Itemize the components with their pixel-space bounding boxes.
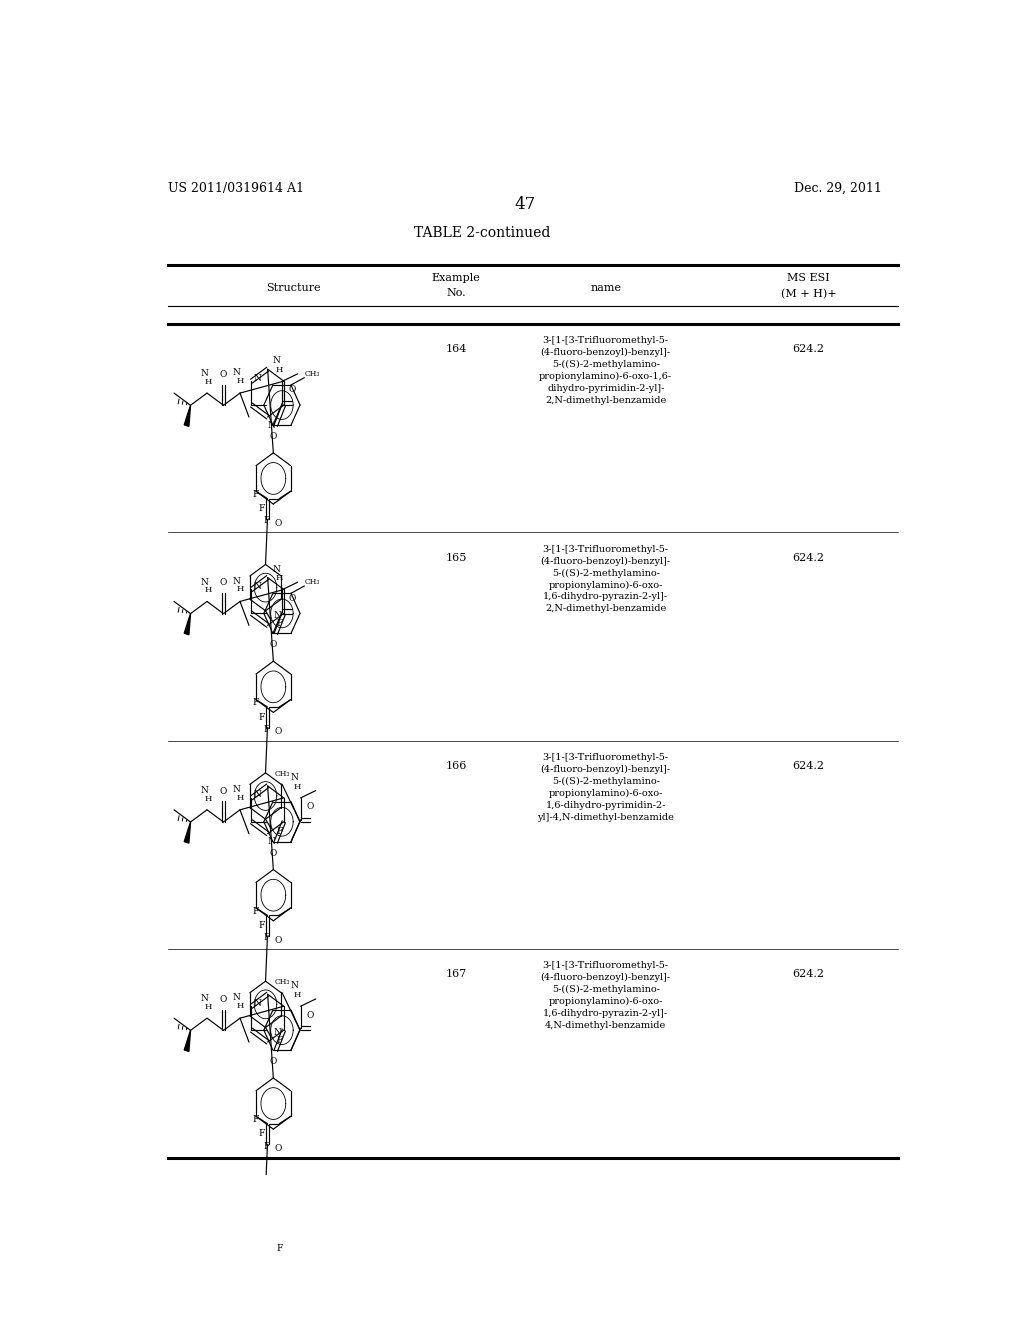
Text: O: O: [288, 385, 296, 395]
Text: 167: 167: [445, 969, 467, 979]
Text: O: O: [269, 1057, 278, 1067]
Text: H: H: [204, 1003, 212, 1011]
Text: N: N: [290, 982, 298, 990]
Text: F: F: [276, 1245, 283, 1253]
Text: 3-[1-[3-Trifluoromethyl-5-
(4-fluoro-benzoyl)-benzyl]-
5-((S)-2-methylamino-
pro: 3-[1-[3-Trifluoromethyl-5- (4-fluoro-ben…: [541, 545, 671, 614]
Text: O: O: [220, 578, 227, 587]
Text: N: N: [272, 565, 280, 574]
Text: CH₃: CH₃: [274, 978, 290, 986]
Text: F: F: [259, 1130, 265, 1138]
Text: 165: 165: [445, 553, 467, 562]
Text: F: F: [252, 698, 259, 708]
Text: F: F: [276, 828, 283, 837]
Text: F: F: [252, 490, 259, 499]
Text: N: N: [253, 374, 261, 383]
Polygon shape: [184, 405, 190, 426]
Text: 166: 166: [445, 762, 467, 771]
Text: N: N: [267, 421, 275, 429]
Text: N: N: [232, 577, 241, 586]
Text: 3-[1-[3-Trifluoromethyl-5-
(4-fluoro-benzoyl)-benzyl]-
5-((S)-2-methylamino-
pro: 3-[1-[3-Trifluoromethyl-5- (4-fluoro-ben…: [538, 752, 674, 821]
Text: O: O: [220, 370, 227, 379]
Text: H: H: [204, 795, 212, 803]
Text: Dec. 29, 2011: Dec. 29, 2011: [794, 182, 882, 195]
Text: H: H: [237, 1002, 244, 1010]
Text: H: H: [237, 378, 244, 385]
Text: 47: 47: [514, 195, 536, 213]
Text: name: name: [590, 284, 622, 293]
Text: O: O: [274, 727, 282, 737]
Text: O: O: [220, 995, 227, 1005]
Text: N: N: [253, 999, 261, 1007]
Text: 3-[1-[3-Trifluoromethyl-5-
(4-fluoro-benzoyl)-benzyl]-
5-((S)-2-methylamino-
pro: 3-[1-[3-Trifluoromethyl-5- (4-fluoro-ben…: [541, 961, 671, 1030]
Polygon shape: [184, 1031, 190, 1052]
Text: F: F: [276, 1036, 283, 1045]
Text: F: F: [259, 713, 265, 722]
Text: 624.2: 624.2: [793, 762, 824, 771]
Text: F: F: [259, 504, 265, 513]
Text: N: N: [201, 578, 209, 586]
Text: F: F: [276, 619, 283, 628]
Text: N: N: [232, 368, 241, 378]
Text: N: N: [201, 370, 209, 379]
Text: TABLE 2-continued: TABLE 2-continued: [414, 227, 550, 240]
Text: N: N: [272, 356, 280, 366]
Polygon shape: [184, 614, 190, 635]
Text: CH₃: CH₃: [304, 370, 319, 378]
Polygon shape: [184, 822, 190, 843]
Text: H: H: [294, 991, 301, 999]
Text: O: O: [274, 1144, 282, 1152]
Text: H: H: [294, 783, 301, 791]
Text: 164: 164: [445, 345, 467, 354]
Text: N: N: [267, 837, 275, 846]
Text: N: N: [201, 785, 209, 795]
Text: N: N: [232, 785, 241, 795]
Text: 624.2: 624.2: [793, 553, 824, 562]
Text: O: O: [269, 432, 278, 441]
Text: H: H: [204, 586, 212, 594]
Text: 624.2: 624.2: [793, 345, 824, 354]
Text: O: O: [269, 849, 278, 858]
Text: F: F: [263, 725, 269, 734]
Text: Example: Example: [432, 273, 480, 284]
Text: US 2011/0319614 A1: US 2011/0319614 A1: [168, 182, 304, 195]
Text: F: F: [263, 933, 269, 942]
Text: N: N: [273, 1028, 282, 1036]
Text: N: N: [253, 582, 261, 591]
Text: O: O: [220, 787, 227, 796]
Text: H: H: [275, 366, 283, 374]
Text: O: O: [306, 803, 313, 812]
Text: CH₃: CH₃: [304, 578, 319, 586]
Text: N: N: [290, 774, 298, 781]
Text: 624.2: 624.2: [793, 969, 824, 979]
Text: F: F: [252, 907, 259, 916]
Text: Structure: Structure: [266, 284, 321, 293]
Text: F: F: [252, 1115, 259, 1125]
Text: H: H: [204, 378, 212, 385]
Text: F: F: [263, 1142, 269, 1151]
Text: H: H: [275, 574, 283, 582]
Text: CH₃: CH₃: [274, 770, 290, 777]
Text: No.: No.: [446, 289, 466, 298]
Text: O: O: [306, 1011, 313, 1019]
Text: O: O: [288, 594, 296, 603]
Text: H: H: [237, 793, 244, 801]
Text: O: O: [269, 640, 278, 649]
Text: N: N: [253, 791, 261, 800]
Text: O: O: [274, 519, 282, 528]
Text: H: H: [237, 585, 244, 593]
Text: (M + H)+: (M + H)+: [780, 289, 837, 298]
Text: 3-[1-[3-Trifluoromethyl-5-
(4-fluoro-benzoyl)-benzyl]-
5-((S)-2-methylamino-
pro: 3-[1-[3-Trifluoromethyl-5- (4-fluoro-ben…: [540, 337, 673, 405]
Text: O: O: [274, 936, 282, 945]
Text: N: N: [273, 611, 282, 620]
Text: MS ESI: MS ESI: [787, 273, 829, 284]
Text: F: F: [259, 921, 265, 931]
Text: N: N: [232, 994, 241, 1002]
Text: F: F: [263, 516, 269, 525]
Text: N: N: [201, 994, 209, 1003]
